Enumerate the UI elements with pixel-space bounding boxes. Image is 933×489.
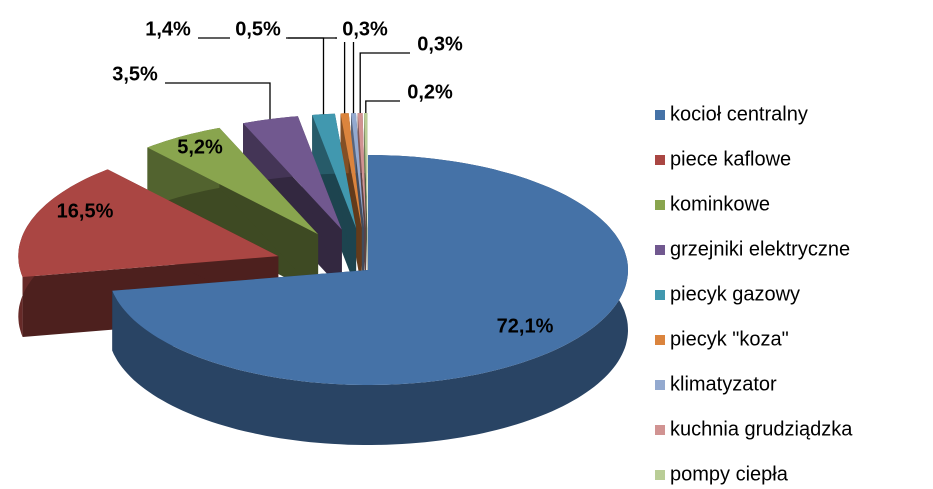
data-label: 16,5% xyxy=(57,200,114,222)
legend-marker xyxy=(655,335,665,345)
slice xyxy=(312,113,357,229)
label-bg xyxy=(107,63,163,87)
legend-label: piece kaflowe xyxy=(670,148,791,170)
slice xyxy=(112,155,629,385)
data-label: 72,1% xyxy=(497,315,554,337)
label-bg xyxy=(337,18,393,42)
leader-line xyxy=(198,37,325,115)
legend-label: pompy ciepła xyxy=(670,463,789,485)
slice xyxy=(351,113,365,228)
leader-line xyxy=(165,82,271,120)
legend-marker xyxy=(655,110,665,120)
legend-marker xyxy=(655,470,665,480)
legend-label: kocioł centralny xyxy=(670,103,808,125)
slice xyxy=(357,113,366,228)
data-label: 1,4% xyxy=(145,18,191,40)
data-label: 0,5% xyxy=(235,18,281,40)
legend-marker xyxy=(655,200,665,210)
slice xyxy=(364,113,368,228)
label-bg xyxy=(412,33,468,57)
leader-line xyxy=(365,100,400,113)
legend-label: klimatyzator xyxy=(670,373,777,395)
label-bg xyxy=(402,81,458,105)
legend-marker xyxy=(655,245,665,255)
data-label: 0,3% xyxy=(342,18,388,40)
legend-label: piecyk "koza" xyxy=(670,328,789,350)
slice xyxy=(243,116,342,230)
legend-marker xyxy=(655,155,665,165)
label-bg xyxy=(230,18,286,42)
legend-label: kominkowe xyxy=(670,193,770,215)
legend-marker xyxy=(655,380,665,390)
data-label: 0,3% xyxy=(417,33,463,55)
leader-line xyxy=(288,37,346,114)
data-label: 3,5% xyxy=(112,63,158,85)
label-bg xyxy=(140,18,196,42)
legend-marker xyxy=(655,425,665,435)
data-label: 0,2% xyxy=(407,81,453,103)
legend-label: kuchnia grudziądzka xyxy=(670,418,853,440)
data-label: 5,2% xyxy=(177,136,223,158)
slice xyxy=(18,169,279,277)
slice xyxy=(340,113,362,229)
legend-marker xyxy=(655,290,665,300)
legend-label: piecyk gazowy xyxy=(670,283,800,305)
slice xyxy=(147,127,319,235)
leader-line xyxy=(359,52,410,113)
legend-label: grzejniki elektryczne xyxy=(670,238,850,260)
